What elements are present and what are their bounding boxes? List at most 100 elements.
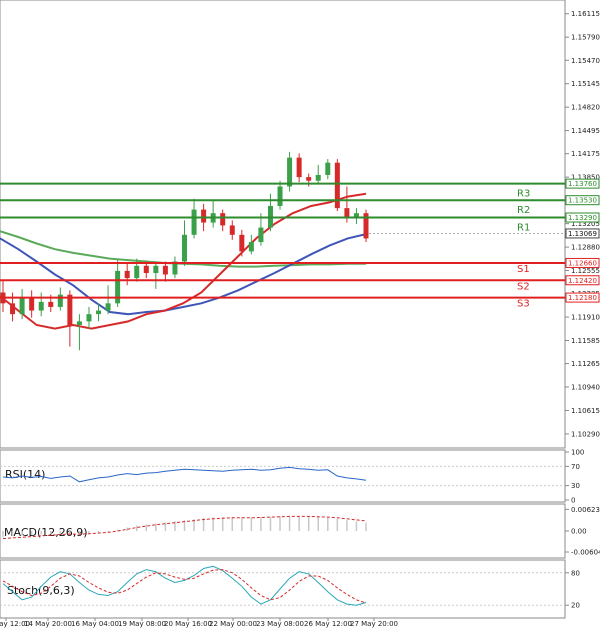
level-price-tag: 1.13760: [568, 180, 597, 188]
candle: [57, 287, 63, 311]
level-price-tag-box: [565, 195, 600, 206]
time-tick-label: 19 May 08:00: [118, 620, 166, 628]
price-tick-label: 1.11585: [571, 337, 600, 345]
level-name: R1: [517, 223, 530, 234]
level-price-tag: 1.12660: [568, 259, 597, 267]
price-tick-label: 1.11910: [571, 314, 600, 322]
candle: [334, 159, 340, 212]
price-tick-label: 1.13205: [571, 220, 600, 228]
stoch-axis-ticks: 80 20: [565, 569, 580, 610]
price-tick-label: 1.12880: [571, 244, 600, 252]
candlesticks: [0, 151, 369, 351]
candle-body: [86, 314, 92, 322]
candle-body: [96, 310, 102, 315]
axis-tick-label: -0.006044: [571, 548, 600, 556]
rsi-series: [2, 466, 367, 483]
candle: [19, 288, 25, 320]
level-price-tag-box: [565, 178, 600, 189]
price-tick-label: 1.13850: [571, 174, 600, 182]
stoch-signal-series: [2, 569, 367, 604]
price-tick-label: 1.10290: [571, 430, 600, 438]
level-name: R2: [517, 205, 530, 216]
candle-body: [105, 303, 111, 311]
candle: [363, 209, 369, 243]
time-tick-label: 27 May 20:00: [350, 620, 398, 628]
time-tick-label: 14 May 20:00: [24, 620, 72, 628]
candle-body: [201, 209, 207, 223]
rsi-title: RSI(14): [5, 468, 45, 481]
level-r1: R1 1.13290: [0, 212, 600, 234]
price-tick-label: 1.14820: [571, 104, 600, 112]
candle: [248, 234, 254, 255]
level-name: S3: [517, 299, 530, 310]
last-price-tag: 1.13069: [568, 230, 597, 238]
candle: [153, 261, 159, 289]
candle: [296, 153, 302, 183]
stochastic-lines: [0, 565, 565, 606]
candle-body: [306, 177, 312, 181]
level-r2: R2 1.13530: [0, 195, 600, 216]
macd-title: MACD(12,26,9): [4, 526, 88, 539]
macd-axis-ticks: 0.006235 0.00 -0.006044: [565, 506, 600, 556]
time-tick-label: 12 May 12:00: [0, 620, 30, 628]
candle-body: [182, 234, 187, 262]
stoch-main-series: [2, 565, 367, 606]
candle-body: [248, 242, 254, 252]
candle: [115, 260, 121, 307]
candle-body: [353, 213, 359, 217]
price-tick-label: 1.15145: [571, 80, 600, 88]
price-tick-label: 1.16115: [571, 10, 600, 18]
candle-body: [191, 209, 197, 235]
level-s2: S2 1.12420: [0, 275, 600, 292]
stoch-title: Stoch(9,6,3): [7, 584, 75, 597]
candle-body: [76, 321, 82, 325]
candle-body: [296, 157, 302, 178]
candle: [258, 213, 264, 246]
candle: [353, 208, 359, 224]
level-price-tag-box: [565, 257, 600, 268]
time-tick-label: 20 May 16:00: [164, 620, 212, 628]
axis-tick-label: 0.006235: [571, 506, 600, 514]
axis-tick-label: 70: [571, 463, 580, 471]
candle: [124, 263, 130, 286]
candle: [325, 159, 331, 180]
axis-tick-label: 30: [571, 482, 580, 490]
candle: [96, 303, 102, 322]
rsi-line: [0, 465, 565, 487]
axis-tick-label: 80: [571, 569, 580, 577]
ma-fast-line: [0, 192, 367, 330]
candle: [105, 285, 111, 315]
axis-tick-label: 100: [571, 449, 584, 457]
support-resistance-levels: R3 1.13760 R2 1.13530 R1 1.13290 S1 1.12660 S2 1.…: [0, 178, 600, 310]
candle: [29, 290, 35, 318]
price-tick-label: 1.15790: [571, 34, 600, 42]
time-tick-label: 16 May 04:00: [71, 620, 119, 628]
price-tick-label: 1.14175: [571, 150, 600, 158]
candle-body: [315, 174, 321, 181]
level-price-tag: 1.12180: [568, 294, 597, 302]
candle: [162, 261, 168, 282]
stoch-pane-frame: [0, 559, 566, 619]
candle-body: [258, 227, 264, 243]
candle-body: [239, 234, 245, 252]
price-tick-label: 1.10940: [571, 384, 600, 392]
candle-body: [10, 303, 16, 315]
candle: [191, 198, 197, 239]
candle-body: [143, 265, 149, 274]
price-tick-label: 1.15470: [571, 57, 600, 65]
level-name: R3: [517, 189, 530, 200]
level-s3: S3 1.12180: [0, 292, 600, 310]
candle-body: [277, 186, 283, 206]
candle-body: [124, 270, 130, 279]
candle-body: [325, 162, 331, 175]
axis-tick-label: 0: [571, 497, 575, 505]
candle-body: [67, 294, 73, 325]
price-tick-label: 1.14495: [571, 127, 600, 135]
price-tick-label: 1.10615: [571, 407, 600, 415]
macd-signal-series: [2, 515, 367, 540]
price-tick-label: 1.11265: [571, 360, 600, 368]
candle-body: [48, 301, 54, 307]
candle: [315, 164, 321, 185]
